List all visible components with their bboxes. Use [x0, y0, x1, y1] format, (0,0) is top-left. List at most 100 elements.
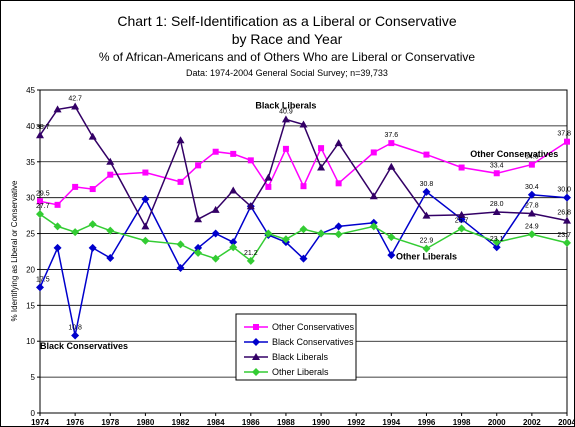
data-point-black-conservatives	[141, 195, 150, 204]
data-label-other-conservatives: 37.8	[557, 131, 571, 138]
data-point-other-conservatives	[335, 180, 342, 187]
data-point-other-conservatives	[177, 178, 184, 185]
data-point-black-conservatives	[194, 243, 203, 252]
data-point-other-liberals	[246, 256, 255, 265]
data-label-other-liberals: 23.7	[557, 232, 571, 239]
axis-ticks: 0 5 10 15 20 25 30 35 40 45 1974 1976 1978 1980 1982 19…	[26, 86, 575, 427]
x-tick-label: 1988	[277, 418, 295, 427]
legend-marker-black-conservatives	[252, 338, 260, 346]
data-point-other-liberals	[422, 244, 431, 253]
data-point-other-liberals	[211, 254, 220, 263]
x-tick-label: 2004	[558, 418, 575, 427]
y-tick-label: 0	[31, 409, 36, 418]
data-point-other-liberals	[387, 233, 396, 242]
data-point-black-conservatives	[527, 190, 536, 199]
data-point-black-liberals	[229, 186, 238, 194]
y-tick-label: 10	[26, 337, 35, 346]
y-tick-label: 15	[26, 301, 35, 310]
data-point-other-conservatives	[318, 145, 325, 152]
data-point-other-liberals	[71, 228, 80, 237]
data-point-other-conservatives	[370, 149, 377, 156]
data-point-black-liberals	[36, 131, 44, 139]
x-tick-label: 1996	[418, 418, 436, 427]
data-point-other-liberals	[141, 236, 150, 245]
data-point-other-liberals	[176, 240, 185, 249]
data-point-black-conservatives	[106, 253, 115, 262]
x-tick-label: 2000	[488, 418, 506, 427]
data-point-black-conservatives	[334, 222, 343, 231]
y-tick-label: 30	[26, 194, 35, 203]
data-point-other-liberals	[264, 229, 273, 238]
chart-subtitle: % of African-Americans and of Others Who…	[99, 50, 475, 64]
legend-marker-black-liberals	[252, 353, 260, 360]
data-label-black-liberals: 27.8	[525, 202, 539, 209]
data-label-black-liberals: 40.9	[279, 108, 293, 115]
data-point-other-liberals	[527, 230, 536, 239]
data-point-black-conservatives	[563, 193, 571, 202]
data-point-other-liberals	[334, 230, 343, 239]
data-point-other-conservatives	[89, 186, 96, 193]
data-point-black-conservatives	[88, 243, 97, 252]
data-point-black-liberals	[317, 163, 326, 171]
data-point-black-liberals	[299, 120, 308, 128]
data-point-other-liberals	[317, 229, 326, 238]
data-point-black-liberals	[387, 162, 396, 170]
data-point-other-conservatives	[493, 170, 500, 177]
legend-marker-other-conservatives	[253, 324, 259, 330]
data-point-other-conservatives	[265, 183, 272, 190]
y-axis-label: % Identifying as Liberal or Conservative	[10, 180, 19, 322]
data-label-other-liberals: 24.9	[525, 223, 539, 230]
data-label-black-liberals: 42.7	[68, 96, 82, 103]
data-label-black-liberals: 28.0	[490, 201, 504, 208]
x-tick-label: 1990	[312, 418, 330, 427]
x-tick-label: 1986	[242, 418, 260, 427]
x-tick-label: 1978	[101, 418, 119, 427]
data-label-other-liberals: 21.2	[244, 250, 258, 257]
data-point-black-liberals	[422, 211, 431, 219]
data-point-other-liberals	[457, 224, 466, 233]
legend-label-other-conservatives: Other Conservatives	[272, 322, 355, 332]
data-point-other-conservatives	[458, 164, 465, 171]
y-tick-label: 35	[26, 158, 35, 167]
series-black-liberals	[36, 102, 571, 230]
data-point-black-conservatives	[229, 238, 238, 247]
data-point-other-conservatives	[300, 183, 307, 190]
data-point-other-liberals	[369, 222, 378, 231]
x-tick-label: 1992	[347, 418, 365, 427]
data-point-other-conservatives	[282, 145, 289, 152]
data-label-black-liberals: 26.8	[557, 210, 571, 217]
data-point-other-liberals	[53, 222, 62, 231]
data-labels: 29.5 37.6 33.4 34.6 37.8 17.5 10.8 30.8 23.1 30.4…	[36, 96, 571, 332]
data-point-other-liberals	[194, 248, 203, 257]
x-tick-label: 1998	[453, 418, 471, 427]
annotations: Black Liberals Other Conservatives Other L…	[40, 101, 558, 351]
x-tick-label: 1994	[382, 418, 400, 427]
data-point-other-conservatives	[107, 171, 114, 178]
data-point-other-conservatives	[423, 151, 430, 158]
data-point-black-liberals	[176, 136, 185, 144]
data-label-other-liberals: 22.9	[420, 238, 434, 245]
data-point-black-liberals	[141, 222, 150, 230]
data-point-black-liberals	[457, 210, 466, 218]
data-point-other-liberals	[106, 226, 115, 235]
data-label-black-conservatives: 30.0	[557, 187, 571, 194]
data-point-other-conservatives	[142, 169, 149, 176]
data-point-other-liberals	[492, 238, 501, 247]
legend-label-other-liberals: Other Liberals	[272, 367, 329, 377]
data-label-other-conservatives: 34.6	[525, 154, 539, 161]
data-point-black-liberals	[246, 202, 255, 210]
data-point-black-liberals	[71, 102, 80, 110]
y-tick-label: 40	[26, 122, 35, 131]
y-tick-label: 45	[26, 86, 35, 95]
y-tick-label: 25	[26, 230, 35, 239]
data-point-other-conservatives	[247, 157, 254, 164]
data-point-black-conservatives	[36, 283, 44, 292]
series-other-conservatives	[37, 138, 570, 208]
data-point-other-conservatives	[564, 138, 570, 145]
data-point-other-liberals	[36, 210, 44, 219]
y-tick-label: 20	[26, 265, 35, 274]
data-point-black-liberals	[281, 115, 290, 123]
x-tick-label: 1984	[207, 418, 225, 427]
chart-title-line1: Chart 1: Self-Identification as a Libera…	[117, 13, 456, 29]
data-point-black-liberals	[563, 216, 571, 224]
